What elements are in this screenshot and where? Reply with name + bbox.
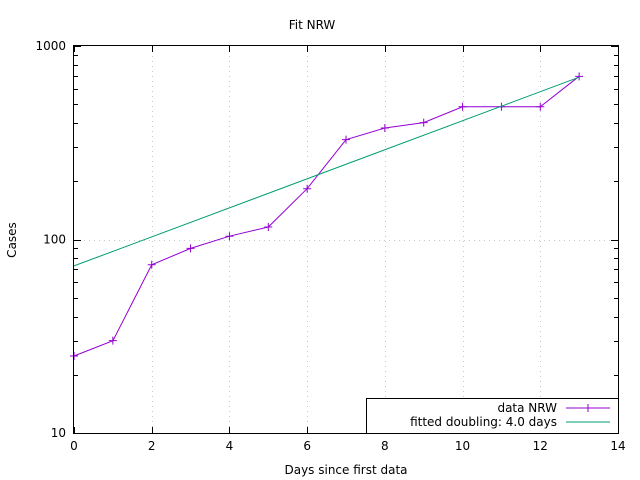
x-tick-label: 12 — [533, 439, 548, 453]
x-tick-label: 10 — [455, 439, 470, 453]
y-tick-label: 1000 — [35, 39, 66, 53]
legend-label-fitted: fitted doubling: 4.0 days — [410, 415, 557, 429]
legend: data NRW fitted doubling: 4.0 days — [366, 398, 619, 434]
plot-frame — [73, 45, 619, 434]
x-tick-label: 8 — [381, 439, 389, 453]
series-line-data-nrw — [73, 75, 580, 357]
x-tick-label: 0 — [70, 439, 78, 453]
legend-marker-data-nrw — [584, 404, 592, 412]
data-point-marker — [458, 102, 467, 111]
data-point-marker — [108, 336, 117, 345]
data-point-marker — [264, 223, 273, 232]
series-layer — [70, 72, 584, 360]
y-tick-label: 100 — [43, 233, 66, 247]
data-point-marker — [225, 232, 234, 241]
tick-layer: 0 2 4 6 8 10 12 14 10 100 1000 — [35, 39, 625, 453]
data-point-marker — [536, 102, 545, 111]
series-line-fitted-doubling — [73, 76, 580, 267]
x-tick-label: 4 — [226, 439, 234, 453]
y-tick-label: 10 — [51, 426, 66, 440]
x-tick-label: 6 — [303, 439, 311, 453]
data-point-marker — [380, 123, 389, 132]
legend-label-data-nrw: data NRW — [497, 401, 557, 415]
data-point-marker — [147, 260, 156, 269]
legend-box — [366, 398, 619, 434]
data-point-marker — [342, 135, 350, 144]
data-point-marker — [303, 184, 312, 193]
data-point-marker — [419, 118, 428, 127]
x-axis-label: Days since first data — [284, 463, 407, 477]
data-point-marker — [186, 244, 195, 253]
x-tick-label: 14 — [610, 439, 625, 453]
data-point-marker — [575, 72, 584, 81]
x-tick-label: 2 — [148, 439, 156, 453]
grid-layer — [74, 46, 618, 433]
y-axis-label: Cases — [5, 222, 19, 258]
chart-title: Fit NRW — [289, 18, 336, 32]
